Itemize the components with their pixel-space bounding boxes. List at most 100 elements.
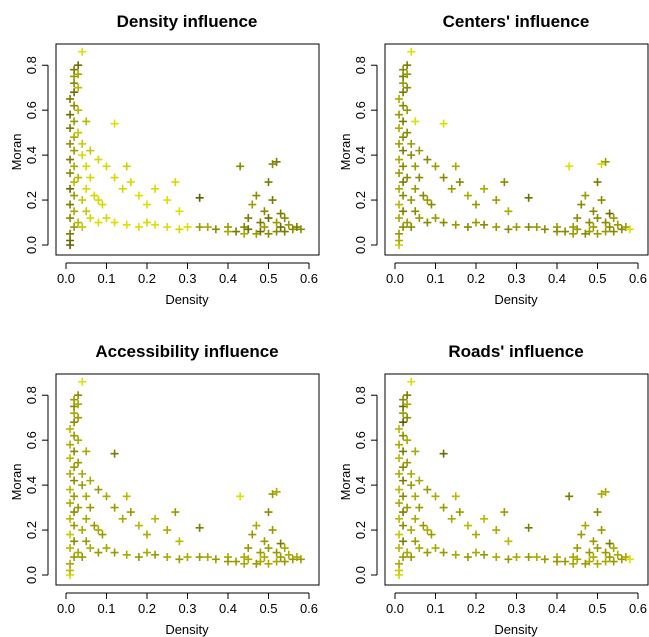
data-point [395,469,404,478]
data-point [593,178,602,187]
plot-frame [384,43,649,256]
data-point [252,559,261,568]
data-point [605,553,614,562]
data-point [211,225,220,234]
data-point [248,200,257,209]
x-tick-label: 0.2 [467,601,485,616]
data-point [66,214,75,223]
data-point [451,492,460,501]
data-point [94,196,103,205]
data-point [70,191,79,200]
data-point [240,223,249,232]
data-point [407,196,416,205]
data-point [74,436,83,445]
data-point [94,218,103,227]
data-point [78,469,87,478]
data-point [593,214,602,223]
x-tick-label: 0.5 [259,271,277,286]
data-point [66,110,75,119]
data-point [171,178,180,187]
data-point [621,553,630,562]
data-point [102,544,111,553]
data-point [118,514,127,523]
data-point [439,503,448,512]
data-point [447,184,456,193]
data-point [621,223,630,232]
data-point [597,526,606,535]
data-point [264,178,273,187]
data-point [395,110,404,119]
y-tick-label: 0.8 [353,56,368,74]
data-point [395,440,404,449]
data-point [399,521,408,530]
data-point [244,214,253,223]
data-point [264,544,273,553]
data-point [86,146,95,155]
data-point [74,458,83,467]
data-point [411,184,420,193]
data-point [256,557,265,566]
data-point [399,72,408,81]
data-point [66,200,75,209]
data-point [94,548,103,557]
data-point [423,218,432,227]
y-tick-label: 0.8 [24,56,39,74]
data-point [248,530,257,539]
data-point [613,220,622,229]
data-point [102,214,111,223]
data-point [82,537,91,546]
data-point [399,191,408,200]
data-point [70,508,79,517]
data-point [74,83,83,92]
data-point [110,119,119,128]
data-point [524,523,533,532]
data-point [395,514,404,523]
x-tick-label: 0.2 [138,601,156,616]
data-point [236,162,245,171]
x-axis-label: Density [165,292,209,307]
y-tick-label: 0.6 [353,431,368,449]
x-tick-label: 0.6 [629,271,647,286]
data-point [66,155,75,164]
data-point [70,418,79,427]
data-point [439,548,448,557]
data-point [411,514,420,523]
data-point [66,229,75,238]
data-point [70,223,79,232]
data-point [593,508,602,517]
x-tick-label: 0.2 [138,271,156,286]
data-point [451,220,460,229]
data-point [252,191,261,200]
data-point [163,223,172,232]
data-point [601,227,610,236]
x-axis-label: Density [494,292,538,307]
data-point [90,521,99,530]
data-point [399,79,408,88]
data-point [268,526,277,535]
y-axis: 0.0 0.2 0.4 0.6 0.8 [353,56,378,254]
data-point [427,200,436,209]
data-point [589,553,598,562]
data-point [407,47,416,56]
data-point [98,530,107,539]
data-point [272,157,281,166]
y-axis: 0.0 0.2 0.4 0.6 0.8 [24,386,49,584]
data-point [504,207,513,216]
data-point [66,184,75,193]
y-tick-label: 0.6 [353,101,368,119]
data-point [70,395,79,404]
data-point [102,492,111,501]
data-point [625,225,634,234]
data-point [601,218,610,227]
data-point [605,223,614,232]
data-point [399,65,408,74]
data-point [569,223,578,232]
data-point [609,214,618,223]
y-tick-label: 0.2 [24,521,39,539]
x-tick-label: 0.1 [426,271,444,286]
data-point [260,553,269,562]
y-axis: 0.0 0.2 0.4 0.6 0.8 [24,56,49,254]
data-point [163,526,172,535]
data-point [403,436,412,445]
data-point [480,514,489,523]
